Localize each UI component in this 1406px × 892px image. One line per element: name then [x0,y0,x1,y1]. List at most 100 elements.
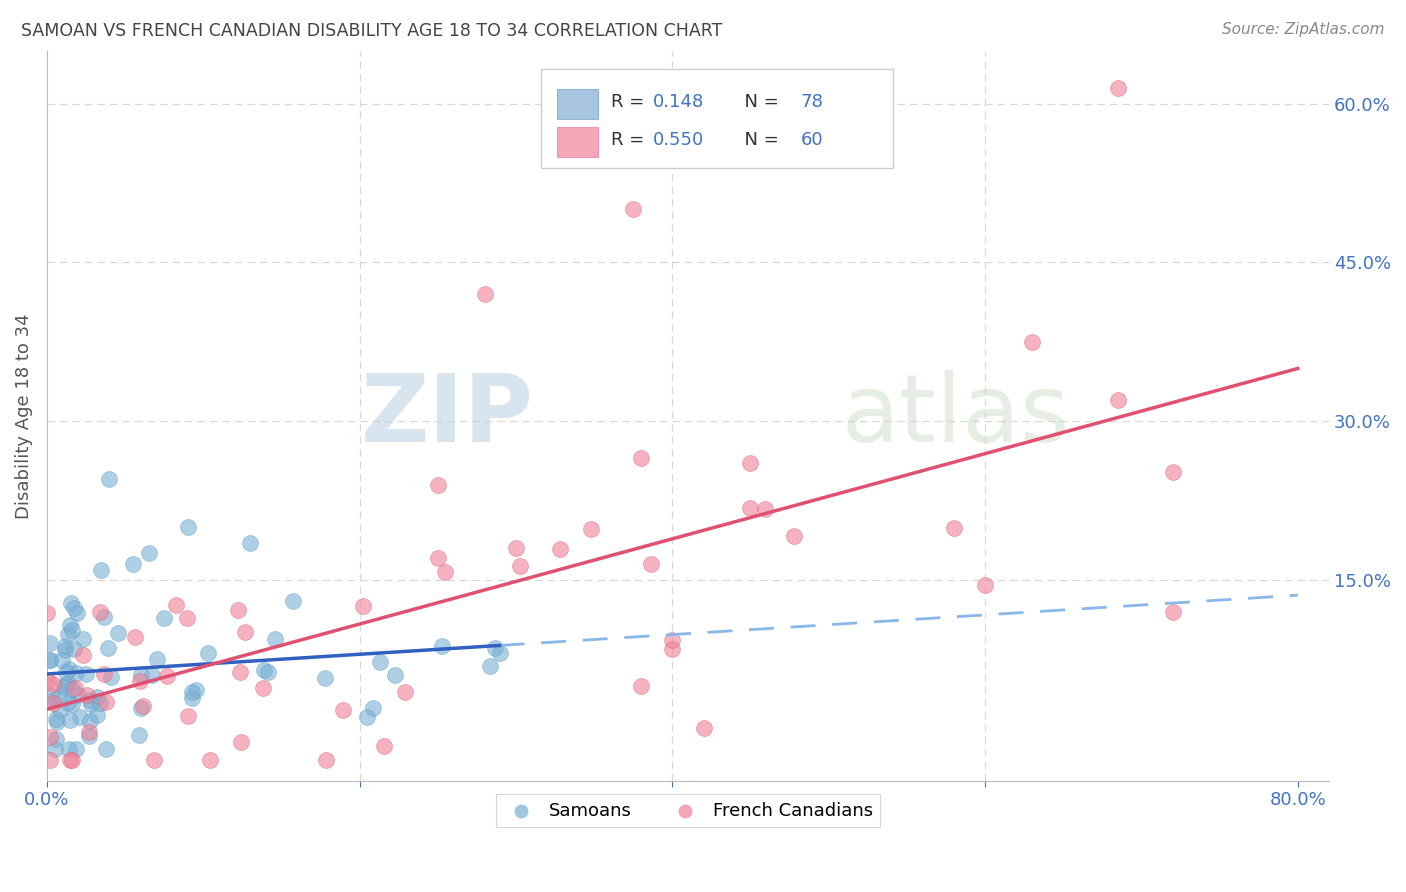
Point [39,653,62,667]
Point [942,521,965,535]
Point [314,671,336,685]
Point [58,627,80,641]
Point [132,698,155,713]
Point [621,202,644,217]
Point [72,648,94,662]
Point [55,665,77,679]
Point [69,710,91,724]
Point [38,653,60,667]
Point [281,594,304,608]
FancyBboxPatch shape [557,88,598,120]
Point [129,668,152,682]
Point [253,663,276,677]
Point [45,732,67,747]
Point [60,623,83,637]
Point [198,753,221,767]
Point [86,707,108,722]
Point [107,626,129,640]
Point [356,709,378,723]
Point [94,694,117,708]
Point [75,666,97,681]
Point [226,603,249,617]
Point [661,633,683,648]
Point [53,678,76,692]
Point [56,676,79,690]
Point [60,753,83,767]
Point [89,696,111,710]
Text: N =: N = [733,131,785,149]
Point [42,677,65,691]
Point [138,546,160,560]
Point [97,640,120,655]
Point [363,701,385,715]
Point [579,522,602,536]
Point [373,739,395,753]
Point [129,674,152,689]
Point [229,665,252,679]
Point [180,691,202,706]
Point [488,647,510,661]
Point [180,685,202,699]
Point [640,557,662,571]
Point [90,563,112,577]
Text: Source: ZipAtlas.com: Source: ZipAtlas.com [1222,22,1385,37]
Point [474,287,496,301]
Point [630,451,652,466]
Point [1161,605,1184,619]
Point [740,500,762,515]
Point [229,734,252,748]
Point [129,701,152,715]
Point [548,541,571,556]
Point [1107,80,1129,95]
Point [49,703,72,717]
Point [59,618,82,632]
Point [53,640,76,654]
Point [233,625,256,640]
Point [56,696,79,710]
Point [58,662,80,676]
Point [368,655,391,669]
Point [37,694,59,708]
Point [257,665,280,680]
Point [100,669,122,683]
Point [974,578,997,592]
Point [783,529,806,543]
Point [184,683,207,698]
Point [754,502,776,516]
Legend: Samoans, French Canadians: Samoans, French Canadians [496,794,880,827]
Point [79,693,101,707]
Point [661,641,683,656]
Point [63,601,86,615]
Text: SAMOAN VS FRENCH CANADIAN DISABILITY AGE 18 TO 34 CORRELATION CHART: SAMOAN VS FRENCH CANADIAN DISABILITY AGE… [21,22,723,40]
Point [38,635,60,649]
Point [197,646,219,660]
Point [41,689,63,703]
Point [77,729,100,743]
Point [740,457,762,471]
Point [65,666,87,681]
Point [53,643,76,657]
Text: 78: 78 [801,93,824,111]
Point [86,690,108,705]
FancyBboxPatch shape [557,127,598,157]
Text: R =: R = [612,131,650,149]
Point [484,641,506,656]
Point [426,477,449,491]
Text: 60: 60 [801,131,824,149]
FancyBboxPatch shape [540,69,893,168]
Point [1107,393,1129,408]
Point [124,630,146,644]
Point [505,541,527,555]
Point [508,558,530,573]
Point [66,607,89,621]
Point [59,753,82,767]
Point [146,651,169,665]
Point [79,714,101,728]
Point [177,709,200,723]
Point [76,689,98,703]
Point [45,712,67,726]
Point [263,632,285,647]
Point [239,536,262,550]
Point [332,703,354,717]
Text: 0.148: 0.148 [654,93,704,111]
